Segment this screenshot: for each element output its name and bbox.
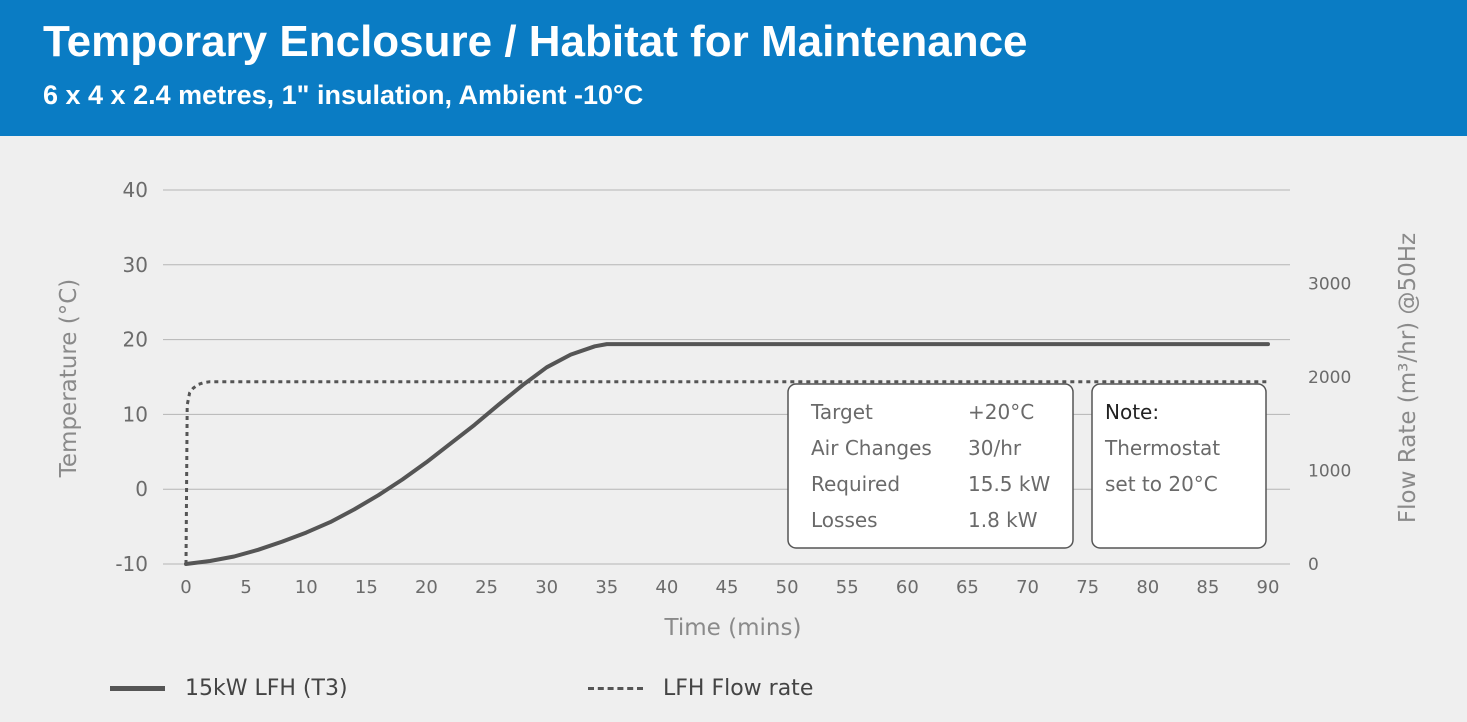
x-tick-label: 55 [836,577,859,598]
x-tick-label: 20 [415,577,438,598]
y-tick-label: 40 [123,178,148,202]
y-tick-label: 30 [123,253,148,277]
note-line: set to 20°C [1105,472,1218,496]
y2-tick-label: 1000 [1308,462,1351,482]
x-tick-label: 5 [240,577,251,598]
y-tick-label: 10 [123,402,148,426]
legend-solid-line-icon [110,685,165,691]
x-axis-title: Time (mins) [664,615,802,641]
y2-axis-title: Flow Rate (m³/hr) @50Hz [1395,233,1421,523]
x-tick-label: 80 [1136,577,1159,598]
x-tick-label: 35 [595,577,618,598]
info-row-value: 30/hr [968,436,1022,460]
x-tick-label: 90 [1257,577,1280,598]
info-row-value: 1.8 kW [968,508,1038,532]
info-row-value: +20°C [968,400,1034,424]
info-row-label: Losses [811,508,878,532]
note-line: Thermostat [1104,436,1220,460]
header-banner: Temporary Enclosure / Habitat for Mainte… [0,0,1467,136]
legend-item-solid: 15kW LFH (T3) [110,670,348,706]
x-tick-label: 70 [1016,577,1039,598]
x-tick-label: 30 [535,577,558,598]
temperature-series-line [184,342,1270,566]
x-tick-label: 25 [475,577,498,598]
page-subtitle: 6 x 4 x 2.4 metres, 1" insulation, Ambie… [43,80,644,110]
y2-tick-label: 2000 [1308,368,1351,388]
info-row-label: Required [811,472,900,496]
note-box [1091,383,1267,549]
x-tick-label: 45 [716,577,739,598]
x-tick-label: 0 [180,577,191,598]
x-tick-label: 60 [896,577,919,598]
x-tick-label: 50 [776,577,799,598]
info-row-label: Air Changes [811,436,932,460]
flow-rate-series-line [184,380,1268,565]
y2-tick-label: 0 [1308,555,1319,575]
x-tick-label: 65 [956,577,979,598]
x-tick-label: 40 [655,577,678,598]
annotation-boxes: Target +20°C Air Changes 30/hr Required 15.5 … [787,383,1267,549]
legend-label-lfh: 15kW LFH (T3) [185,675,348,701]
y-tick-label: -10 [115,552,148,576]
y-tick-label: 0 [135,477,148,501]
legend-label-flow-rate: LFH Flow rate [663,675,814,701]
y2-tick-label: 3000 [1308,275,1351,295]
info-row-label: Target [810,400,873,424]
axis-ticks: -10 0 10 20 30 40 0 1000 2000 3000 0 5 10 15 20 25 30 35 4… [115,178,1351,598]
x-tick-label: 15 [355,577,378,598]
x-tick-label: 85 [1196,577,1219,598]
y-axis-title: Temperature (°C) [56,279,82,479]
legend-item-dotted: LFH Flow rate [588,670,813,706]
y-tick-label: 20 [123,328,148,352]
x-tick-label: 10 [295,577,318,598]
info-box [787,383,1074,549]
grid-lines [163,189,1290,565]
temperature-flow-chart: -10 0 10 20 30 40 0 1000 2000 3000 0 5 10 15 20 25 30 35 4… [56,178,1421,641]
note-title: Note: [1105,400,1159,424]
legend-dotted-line-icon [588,686,643,690]
info-row-value: 15.5 kW [968,472,1050,496]
page-title: Temporary Enclosure / Habitat for Mainte… [43,17,1028,66]
x-tick-label: 75 [1076,577,1099,598]
series-lines [184,342,1270,566]
